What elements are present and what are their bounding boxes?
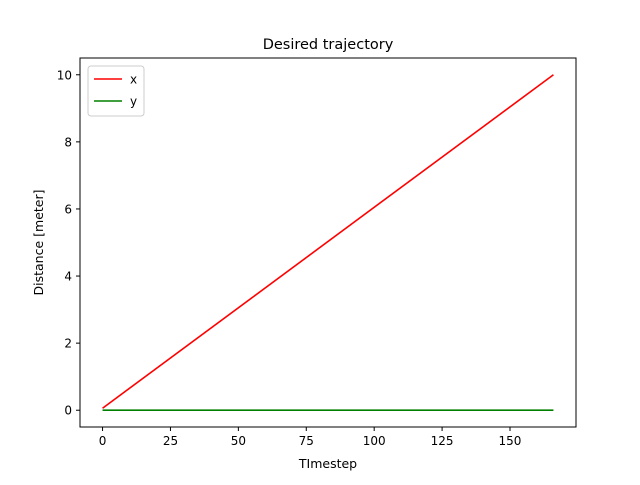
chart-title: Desired trajectory (263, 37, 394, 53)
y-tick-label: 2 (64, 337, 72, 351)
y-tick-label: 0 (64, 404, 72, 418)
x-tick-label: 50 (231, 434, 246, 448)
x-tick-label: 75 (299, 434, 314, 448)
series-line-x (102, 74, 554, 409)
series-layer (102, 74, 554, 412)
x-axis-label: TImestep (298, 456, 357, 471)
y-axis-label: Distance [meter] (31, 190, 46, 296)
x-tick-label: 25 (163, 434, 178, 448)
y-tick-label: 10 (57, 68, 72, 82)
legend: xy (87, 65, 145, 117)
x-tick-label: 125 (431, 434, 454, 448)
y-tick-label: 6 (64, 202, 72, 216)
y-axis-ticks: 0 2 4 6 8 10 (57, 68, 80, 418)
x-tick-label: 150 (499, 434, 522, 448)
y-tick-label: 8 (64, 135, 72, 149)
legend-label-y: y (130, 95, 137, 109)
legend-label-x: x (130, 73, 137, 87)
x-tick-label: 0 (99, 434, 107, 448)
axes-frame (79, 57, 577, 428)
y-tick-label: 4 (64, 270, 72, 284)
x-tick-label: 100 (363, 434, 386, 448)
x-axis-ticks: 0 25 50 75 100 125 150 (99, 427, 522, 448)
